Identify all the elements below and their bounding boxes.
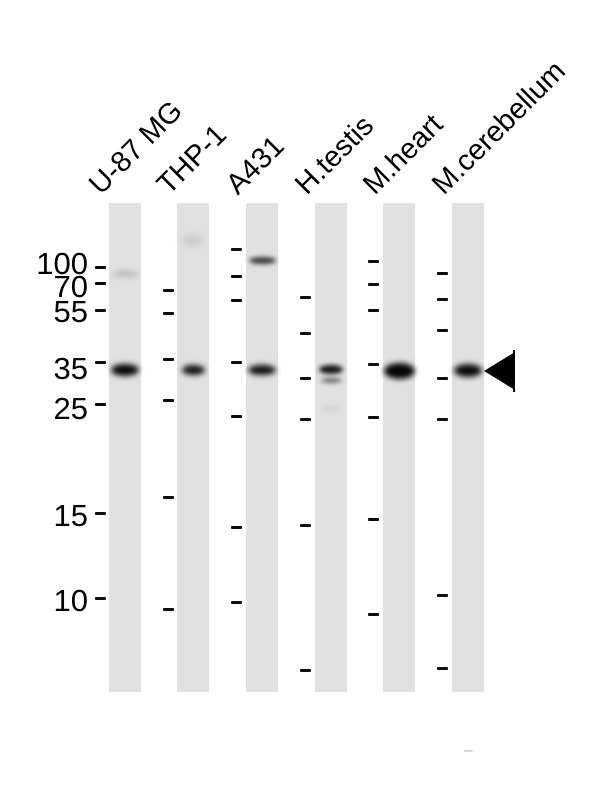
mw-tick — [300, 523, 311, 527]
protein-band — [248, 365, 276, 375]
mw-tick — [163, 357, 174, 361]
arrowhead-stem — [513, 350, 515, 392]
protein-band — [111, 364, 139, 376]
mw-marker-label: 100 — [36, 246, 88, 281]
mw-tick — [95, 596, 106, 600]
mw-tick — [437, 593, 448, 597]
mw-tick — [95, 265, 106, 269]
mw-tick — [95, 511, 106, 515]
mw-marker-label: 55 — [53, 294, 88, 329]
mw-tick — [163, 607, 174, 611]
mw-tick — [300, 376, 311, 380]
mw-tick — [231, 274, 242, 278]
mw-tick — [368, 362, 379, 366]
protein-band — [182, 235, 204, 245]
mw-tick — [95, 402, 106, 406]
mw-tick — [437, 328, 448, 332]
mw-tick — [368, 517, 379, 521]
arrowhead-icon — [484, 352, 515, 390]
mw-tick — [437, 297, 448, 301]
mw-tick — [368, 612, 379, 616]
mw-tick — [95, 308, 106, 312]
mw-tick — [300, 417, 311, 421]
mw-marker-label: 15 — [53, 498, 88, 533]
mw-tick — [231, 525, 242, 529]
mw-tick — [368, 415, 379, 419]
protein-band — [111, 271, 139, 277]
protein-band — [383, 363, 415, 379]
mw-tick — [163, 398, 174, 402]
protein-band — [181, 365, 205, 375]
mw-tick — [300, 331, 311, 335]
mw-tick — [437, 271, 448, 275]
lane-strip — [315, 203, 347, 692]
mw-tick — [95, 360, 106, 364]
mw-tick — [231, 414, 242, 418]
artifact-mark — [464, 750, 473, 752]
lane-strip — [109, 203, 141, 692]
mw-marker-label: 25 — [53, 391, 88, 426]
protein-band — [248, 256, 276, 264]
mw-tick — [368, 282, 379, 286]
mw-tick — [231, 360, 242, 364]
mw-tick — [300, 295, 311, 299]
mw-marker-label: 70 — [53, 269, 88, 304]
mw-tick — [163, 311, 174, 315]
mw-tick — [231, 298, 242, 302]
mw-tick — [437, 666, 448, 670]
mw-tick — [300, 668, 311, 672]
mw-tick — [437, 417, 448, 421]
mw-tick — [368, 308, 379, 312]
lane-strip — [177, 203, 209, 692]
mw-marker-label: 35 — [53, 351, 88, 386]
protein-band — [454, 363, 482, 377]
protein-band — [320, 377, 342, 383]
lane-label: M.cerebellum — [426, 54, 572, 201]
mw-tick — [95, 281, 106, 285]
mw-tick — [163, 495, 174, 499]
lane-strip — [452, 203, 484, 692]
lane-strip — [246, 203, 278, 692]
mw-tick — [231, 247, 242, 251]
protein-band — [321, 407, 341, 411]
lane-strip — [383, 203, 415, 692]
mw-tick — [231, 600, 242, 604]
mw-marker-label: 10 — [53, 583, 88, 618]
mw-tick — [163, 288, 174, 292]
protein-band — [319, 364, 343, 374]
mw-tick — [437, 376, 448, 380]
mw-tick — [368, 259, 379, 263]
